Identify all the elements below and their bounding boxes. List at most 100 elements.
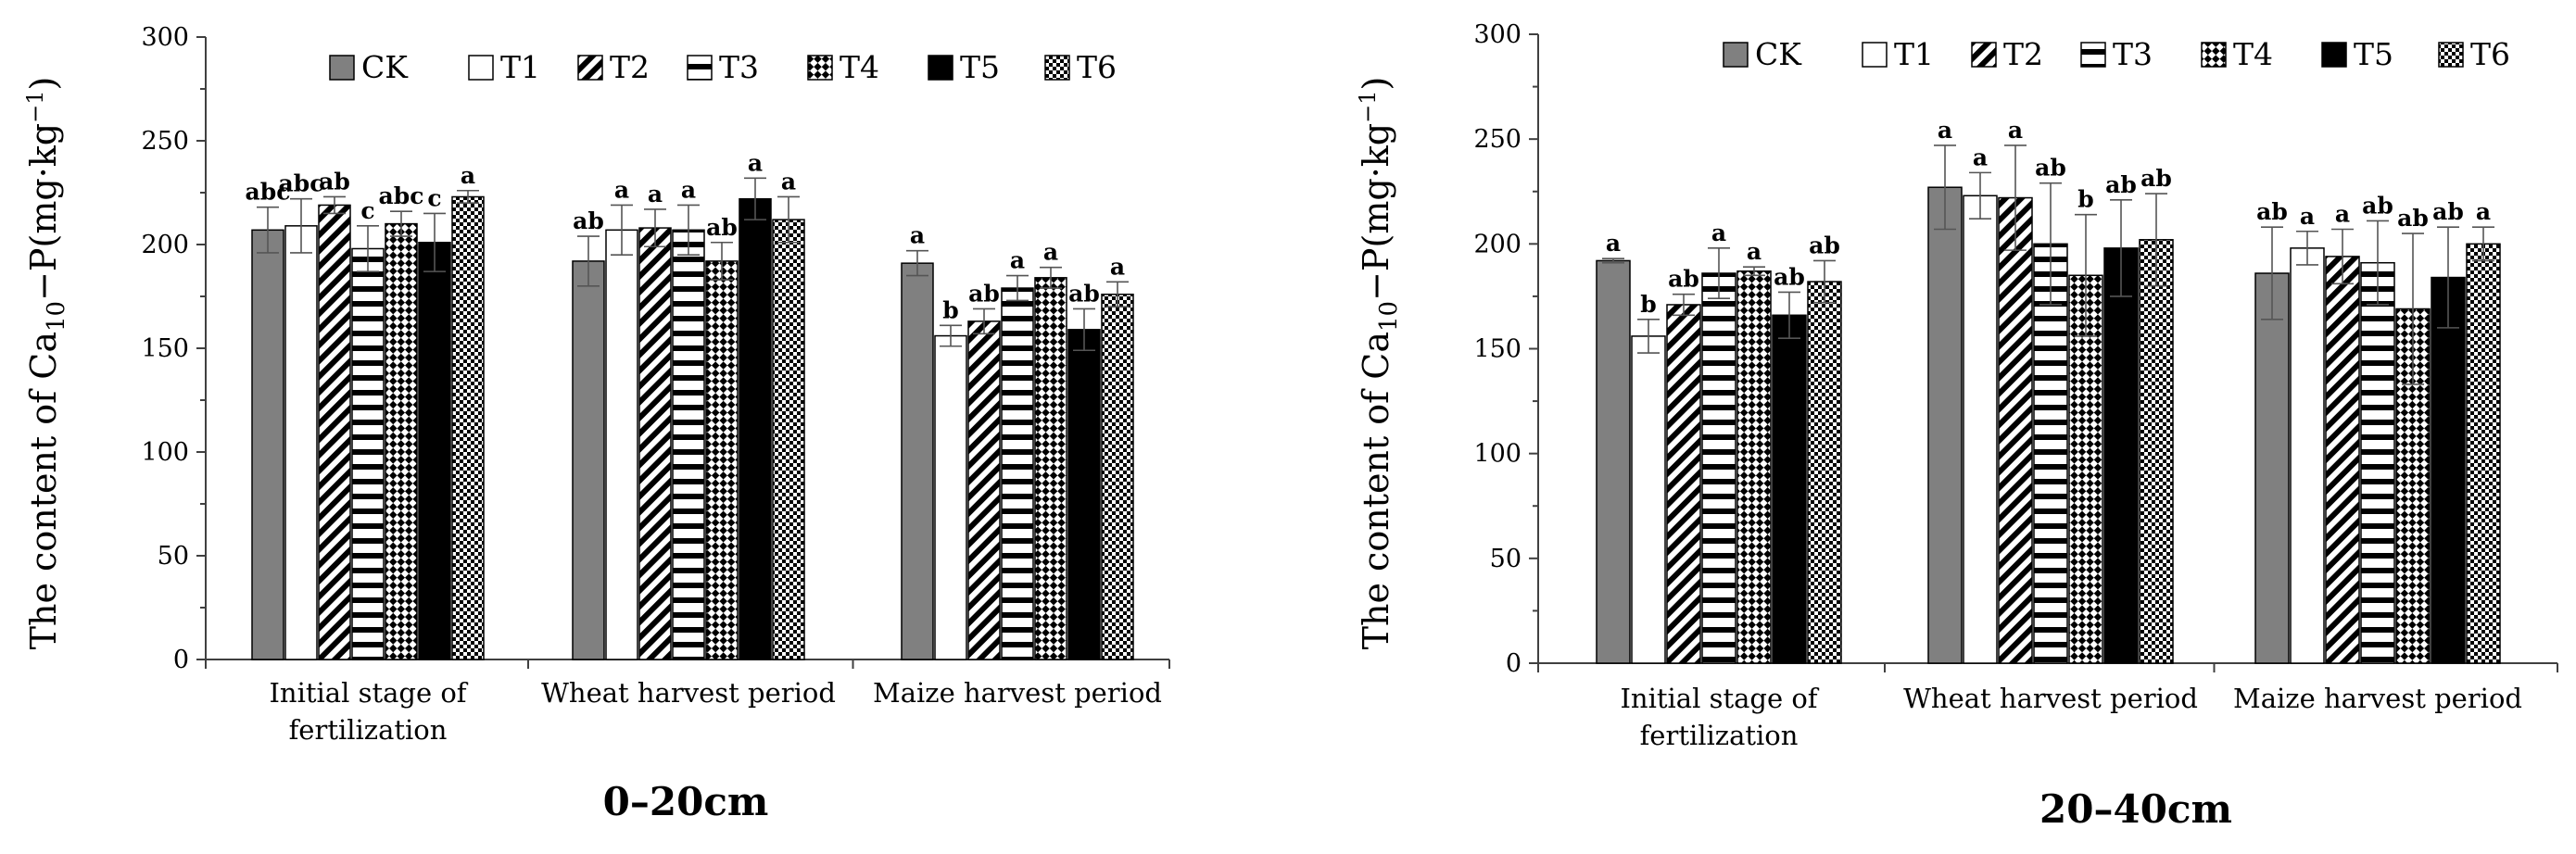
legend-label-t5: T5 xyxy=(2354,36,2393,72)
y-tick-label: 100 xyxy=(1473,440,1522,469)
error-bar-t4 xyxy=(1040,266,1062,289)
bar-t2 xyxy=(967,320,1001,660)
error-bar-t1 xyxy=(2296,230,2318,266)
error-bar-t4 xyxy=(390,210,412,237)
x-category-label: fertilization xyxy=(1640,720,1799,751)
significance-label: ab xyxy=(706,214,738,241)
significance-label: a xyxy=(748,149,763,176)
legend-label-t2: T2 xyxy=(610,49,650,85)
significance-label: c xyxy=(427,184,441,211)
significance-label: a xyxy=(1606,230,1621,257)
legend-label-t2: T2 xyxy=(2003,36,2043,72)
legend-label-t4: T4 xyxy=(2233,36,2273,72)
legend-swatch-ck xyxy=(329,55,355,81)
significance-label: abc xyxy=(279,170,324,197)
bar-ck xyxy=(901,262,934,660)
significance-label: ab xyxy=(319,168,350,195)
error-bar-t2 xyxy=(2331,228,2354,285)
error-bar-t5 xyxy=(423,212,446,272)
error-bar-ck xyxy=(2261,226,2283,320)
error-bar-t4 xyxy=(2402,232,2424,385)
x-category-label: Wheat harvest period xyxy=(541,677,836,709)
depth-title: 20–40cm xyxy=(2039,786,2232,832)
error-bar-t3 xyxy=(677,204,700,257)
bar-ck xyxy=(1596,259,1631,664)
bar-t6 xyxy=(772,219,805,660)
significance-label: ab xyxy=(2397,205,2429,232)
significance-label: c xyxy=(360,197,374,224)
bar-t6 xyxy=(2139,239,2174,664)
bar-t1 xyxy=(2290,247,2325,664)
legend-label-t3: T3 xyxy=(2113,36,2153,72)
significance-label: ab xyxy=(2362,192,2393,219)
significance-label: a xyxy=(910,222,925,249)
error-bar-t1 xyxy=(290,197,312,254)
significance-label: b xyxy=(1640,291,1656,318)
error-bar-t5 xyxy=(744,177,766,220)
legend-swatch-t6 xyxy=(1044,55,1070,81)
error-bar-t2 xyxy=(973,308,995,335)
significance-label: ab xyxy=(1068,280,1100,307)
bar-t1 xyxy=(1631,335,1666,664)
significance-label: abc xyxy=(246,179,291,206)
legend-swatch-t2 xyxy=(577,55,603,81)
legend-label-t5: T5 xyxy=(960,49,1000,85)
bar-t6 xyxy=(451,195,485,660)
bar-t4 xyxy=(1736,270,1772,664)
legend-swatch-t1 xyxy=(1862,42,1888,68)
y-tick-label: 250 xyxy=(141,127,189,156)
bar-ck xyxy=(572,260,605,660)
legend-label-t4: T4 xyxy=(840,49,879,85)
legend-swatch-t3 xyxy=(687,55,713,81)
y-tick-label: 100 xyxy=(141,438,189,467)
significance-label: ab xyxy=(2432,198,2464,225)
depth-title: 0–20cm xyxy=(603,779,769,824)
error-bar-t6 xyxy=(2472,226,2494,262)
bar-t1 xyxy=(1963,195,1998,664)
x-category-label: Initial stage of xyxy=(269,677,468,709)
significance-label: ab xyxy=(968,280,1000,307)
error-bar-ck xyxy=(906,249,928,277)
legend-label-t3: T3 xyxy=(719,49,759,85)
x-category-label: Maize harvest period xyxy=(873,677,1162,709)
significance-label: a xyxy=(648,181,663,207)
bar-t1 xyxy=(284,225,318,660)
legend-swatch-t5 xyxy=(928,55,953,81)
bar-ck xyxy=(1927,186,1963,664)
legend-swatch-t1 xyxy=(468,55,494,81)
error-bar-t3 xyxy=(357,225,379,272)
bar-t3 xyxy=(2360,261,2395,664)
error-bar-t5 xyxy=(1073,308,1095,352)
significance-label: a xyxy=(2476,198,2491,225)
y-tick-label: 50 xyxy=(158,542,189,571)
error-bar-t2 xyxy=(1673,293,1695,317)
significance-label: ab xyxy=(1668,266,1699,293)
legend-swatch-t2 xyxy=(1971,42,1997,68)
y-tick-label: 250 xyxy=(1473,125,1522,154)
bar-t6 xyxy=(1101,294,1134,660)
error-bar-t4 xyxy=(1743,266,1765,277)
bar-t2 xyxy=(1998,196,2033,664)
y-axis-label: The content of Ca10−P(mg·kg−1) xyxy=(1355,77,1403,650)
x-category-label: Initial stage of xyxy=(1620,683,1819,714)
bar-t2 xyxy=(318,204,351,660)
chart-panel-20-40cm: 0 50 100 150 200 250 300 Initial stage of fertil… xyxy=(1288,0,2576,854)
error-bar-t4 xyxy=(2075,213,2097,337)
significance-label: a xyxy=(681,176,696,203)
y-tick-label: 0 xyxy=(173,646,189,674)
error-bar-ck xyxy=(577,235,600,287)
significance-label: ab xyxy=(2105,171,2137,198)
legend-label-t1: T1 xyxy=(1894,36,1934,72)
significance-label: a xyxy=(1110,253,1125,280)
error-bar-t2 xyxy=(2004,144,2027,251)
error-bar-ck xyxy=(257,206,279,254)
legend-label-ck: CK xyxy=(361,49,409,85)
error-bar-t5 xyxy=(2110,199,2132,297)
bar-t6 xyxy=(2466,243,2501,664)
significance-label: ab xyxy=(2035,155,2066,182)
error-bar-t3 xyxy=(2367,220,2389,306)
bar-t3 xyxy=(1701,272,1736,664)
significance-label: ab xyxy=(1809,232,1840,258)
error-bar-t3 xyxy=(1006,274,1029,302)
significance-label: a xyxy=(781,168,796,195)
